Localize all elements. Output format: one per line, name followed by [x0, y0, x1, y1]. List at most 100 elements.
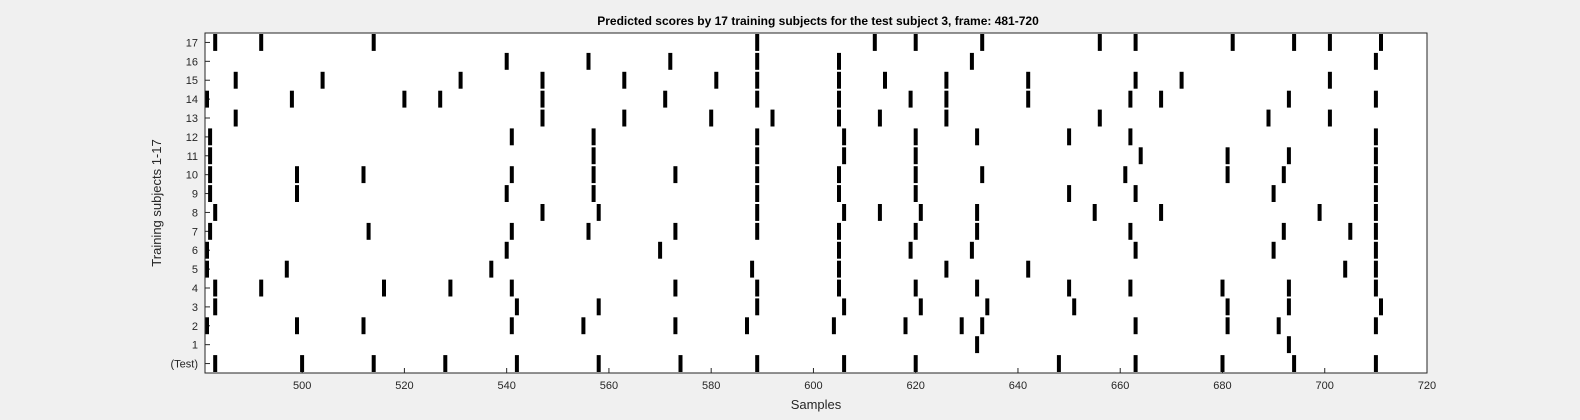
score-mark [1225, 298, 1230, 316]
score-mark [596, 355, 601, 372]
score-mark [284, 260, 289, 278]
score-mark [1138, 147, 1143, 165]
score-mark [448, 279, 453, 297]
score-mark [755, 298, 760, 316]
score-mark [591, 185, 596, 202]
score-mark [1133, 241, 1138, 259]
score-mark [837, 109, 841, 127]
score-mark [1220, 279, 1225, 297]
data-marks [205, 34, 1383, 372]
score-mark [443, 355, 448, 372]
score-mark [509, 128, 514, 146]
x-tick-label: 700 [1316, 380, 1334, 392]
x-tick-label: 640 [1009, 380, 1027, 392]
score-mark [1230, 34, 1235, 51]
score-mark [213, 204, 218, 221]
y-axis-label: Training subjects 1-17 [149, 139, 164, 266]
score-mark [586, 52, 591, 70]
score-mark [1128, 279, 1133, 297]
score-mark [1225, 147, 1230, 165]
score-mark [1179, 71, 1184, 89]
score-mark [1133, 71, 1138, 89]
score-mark [913, 185, 918, 202]
score-mark [985, 298, 990, 316]
score-mark [300, 355, 305, 372]
score-mark [837, 166, 841, 184]
y-tick-label: 4 [192, 283, 198, 295]
score-mark [1286, 336, 1291, 354]
score-mark [673, 166, 678, 184]
score-mark [1133, 185, 1138, 202]
score-mark [540, 109, 545, 127]
score-mark [1128, 222, 1133, 240]
score-mark [1373, 147, 1378, 165]
x-tick-label: 620 [907, 380, 925, 392]
score-mark [233, 71, 238, 89]
score-mark [1373, 185, 1378, 202]
y-tick-label: 14 [186, 94, 198, 106]
score-mark [750, 260, 755, 278]
score-mark [1286, 279, 1291, 297]
score-mark [673, 279, 678, 297]
score-mark [382, 279, 386, 297]
x-axis: 500 520 540 560 580 600 620 640 660 680 700 720 [293, 368, 1436, 392]
score-mark [755, 279, 760, 297]
score-mark [1159, 204, 1164, 221]
score-mark [944, 71, 949, 89]
score-mark [969, 241, 974, 259]
score-mark [1373, 279, 1378, 297]
y-tick-label: 5 [192, 264, 198, 276]
score-mark [213, 355, 218, 372]
y-tick-label: 12 [186, 132, 198, 144]
score-mark [837, 52, 841, 70]
score-mark [1271, 241, 1276, 259]
score-mark [908, 90, 913, 108]
score-mark [1373, 222, 1378, 240]
x-axis-label: Samples [791, 397, 842, 412]
score-mark [1281, 166, 1286, 184]
score-mark [208, 128, 213, 146]
score-mark [1271, 185, 1276, 202]
score-mark [1317, 204, 1322, 221]
score-mark [837, 185, 841, 202]
score-mark [213, 298, 218, 316]
score-mark [504, 185, 509, 202]
chart-title: Predicted scores by 17 training subjects… [597, 14, 1039, 28]
score-mark [1133, 34, 1138, 51]
x-tick-label: 500 [293, 380, 311, 392]
score-mark [678, 355, 683, 372]
score-mark [755, 355, 760, 372]
score-mark [591, 147, 596, 165]
score-mark [1327, 109, 1332, 127]
y-tick-label: (Test) [171, 359, 199, 371]
y-tick-label: 13 [186, 113, 198, 125]
score-mark [1133, 317, 1138, 335]
score-mark [208, 222, 213, 240]
score-mark [259, 279, 264, 297]
score-mark [709, 109, 714, 127]
score-mark [1097, 109, 1102, 127]
score-mark [259, 34, 264, 51]
score-mark [755, 185, 760, 202]
score-mark [622, 109, 627, 127]
score-mark [1092, 204, 1097, 221]
score-mark [908, 241, 913, 259]
score-mark [837, 90, 841, 108]
score-mark [1373, 128, 1378, 146]
score-mark [366, 222, 371, 240]
y-tick-label: 2 [192, 321, 198, 333]
score-mark [205, 90, 209, 108]
score-mark [596, 298, 601, 316]
score-mark [755, 71, 760, 89]
score-mark [837, 260, 841, 278]
y-tick-label: 7 [192, 226, 198, 238]
score-mark [755, 147, 760, 165]
score-mark [842, 147, 847, 165]
score-mark [980, 317, 985, 335]
score-mark [913, 166, 918, 184]
score-mark [361, 317, 366, 335]
y-tick-label: 10 [186, 170, 198, 182]
score-mark [913, 279, 918, 297]
score-mark [975, 204, 980, 221]
